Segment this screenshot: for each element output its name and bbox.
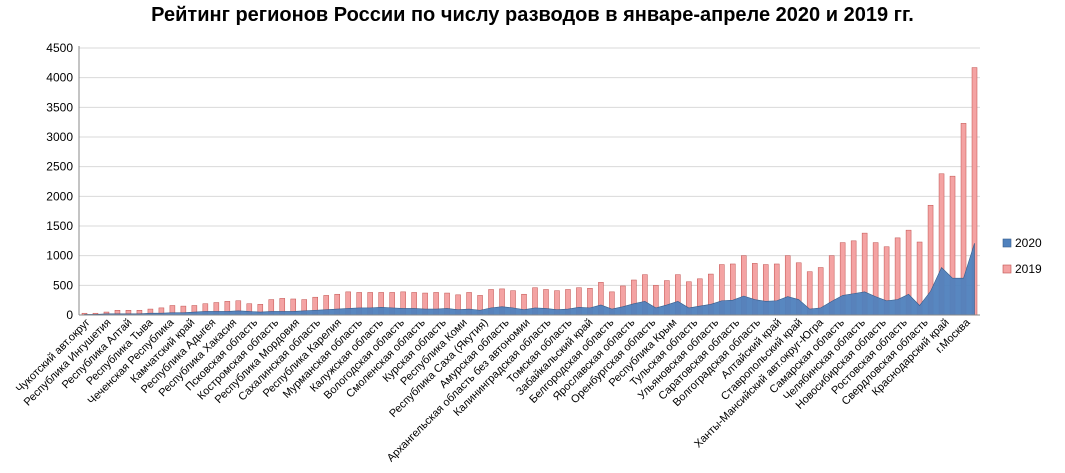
axes bbox=[78, 46, 980, 316]
area-2020 bbox=[84, 243, 975, 316]
y-tick-label: 0 bbox=[66, 308, 73, 322]
legend-label-2019: 2019 bbox=[1015, 262, 1042, 276]
chart-title: Рейтинг регионов России по числу разводо… bbox=[151, 4, 914, 26]
legend-swatch-2019 bbox=[1002, 264, 1012, 274]
y-tick-label: 1500 bbox=[46, 219, 73, 233]
gridlines bbox=[79, 47, 980, 286]
y-tick-label: 2000 bbox=[46, 189, 73, 203]
y-tick-label: 2500 bbox=[46, 160, 73, 174]
y-tick-label: 4000 bbox=[46, 71, 73, 85]
y-tick-labels: 0 500 1000 1500 2000 2500 3000 3500 4000 4500 bbox=[46, 41, 73, 322]
legend-label-2020: 2020 bbox=[1015, 236, 1042, 250]
legend: 2020 2019 bbox=[1002, 236, 1042, 276]
legend-swatch-2020 bbox=[1002, 238, 1012, 248]
series-2019-bars bbox=[81, 67, 978, 316]
series-2020-area bbox=[84, 243, 975, 316]
y-tick-label: 3000 bbox=[46, 130, 73, 144]
y-tick-label: 4500 bbox=[46, 41, 73, 55]
y-tick-label: 3500 bbox=[46, 100, 73, 114]
y-tick-label: 500 bbox=[53, 278, 73, 292]
y-tick-label: 1000 bbox=[46, 249, 73, 263]
